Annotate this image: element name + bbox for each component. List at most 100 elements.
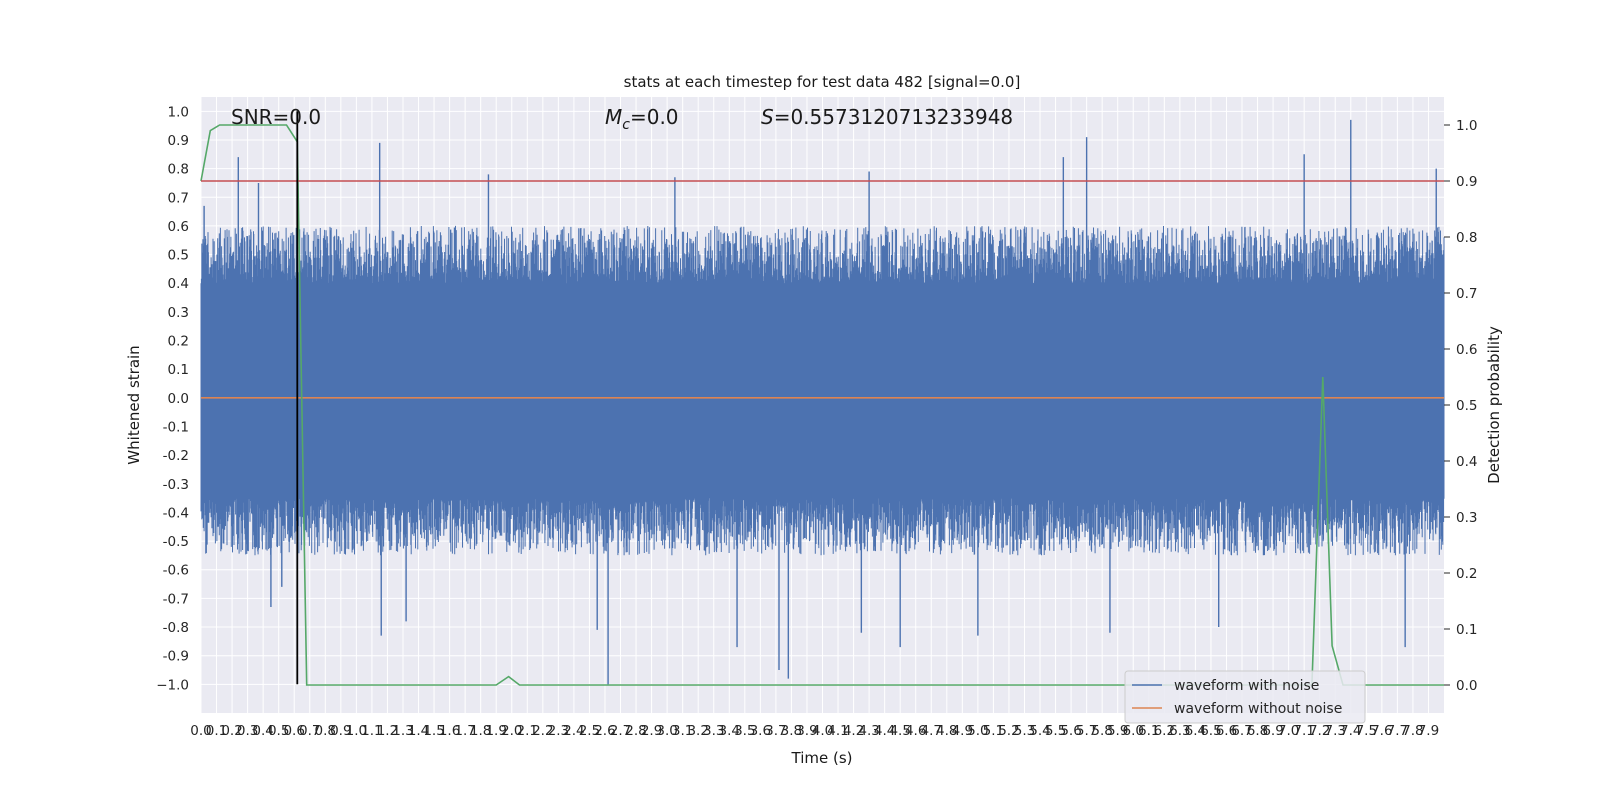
x-tick-label: 1.0 (346, 723, 367, 739)
x-tick-label: 5.1 (983, 723, 1004, 739)
x-tick-label: 5.4 (1029, 723, 1050, 739)
x-tick-labels: 0.00.10.20.30.40.50.60.70.80.91.01.11.21… (190, 723, 1439, 739)
x-tick-label: 7.2 (1309, 723, 1330, 739)
y-tick-label: -0.1 (163, 419, 189, 435)
x-tick-label: 6.2 (1154, 723, 1175, 739)
x-tick-label: 0.3 (237, 723, 258, 739)
y-tick-label: -0.6 (163, 563, 189, 579)
s-annotation: S=0.5573120713233948 (761, 105, 1013, 129)
x-tick-label: 4.2 (843, 723, 864, 739)
mc-subscript: c (622, 117, 630, 133)
y-tick-label: 0.5 (168, 248, 189, 264)
x-tick-label: 6.7 (1231, 723, 1252, 739)
y2-tick-label: 0.1 (1456, 622, 1477, 638)
x-tick-label: 4.1 (827, 723, 848, 739)
y2-tick-label: 0.9 (1456, 174, 1477, 190)
y-axis-label: Whitened strain (125, 345, 143, 464)
y-tick-label: -0.9 (163, 649, 189, 665)
x-tick-label: 5.6 (1060, 723, 1081, 739)
waveform-with-noise-body (200, 225, 1445, 556)
y-tick-label: -0.2 (163, 448, 189, 464)
x-tick-label: 3.0 (656, 723, 677, 739)
series-layer (200, 111, 1444, 686)
x-tick-label: 3.9 (796, 723, 817, 739)
x-tick-label: 5.2 (998, 723, 1019, 739)
y-tick-label: 0.9 (168, 133, 189, 149)
y-tick-label: −1.0 (156, 677, 189, 693)
chart-title: stats at each timestep for test data 482… (624, 73, 1021, 91)
y2-tick-labels: 1.0 0.9 0.8 0.7 0.6 0.5 0.4 0.3 0.2 0.1 0.0 (1444, 118, 1477, 694)
x-tick-label: 4.3 (858, 723, 879, 739)
x-tick-label: 5.7 (1076, 723, 1097, 739)
mc-symbol: M (605, 105, 622, 129)
x-tick-label: 4.4 (874, 723, 895, 739)
x-tick-label: 1.7 (454, 723, 475, 739)
mc-value: =0.0 (630, 105, 679, 129)
x-tick-label: 0.5 (268, 723, 289, 739)
y2-tick-label: 0.7 (1456, 286, 1477, 302)
y-tick-label: -0.5 (163, 534, 189, 550)
y2-tick-label: 1.0 (1456, 118, 1477, 134)
x-tick-label: 2.5 (579, 723, 600, 739)
x-tick-label: 6.4 (1185, 723, 1206, 739)
x-tick-label: 7.8 (1402, 723, 1423, 739)
x-tick-label: 1.8 (470, 723, 491, 739)
x-tick-label: 0.8 (315, 723, 336, 739)
snr-annotation: SNR=0.0 (231, 105, 321, 129)
x-tick-label: 1.9 (485, 723, 506, 739)
x-tick-label: 7.5 (1356, 723, 1377, 739)
mc-annotation: Mc=0.0 (605, 105, 679, 133)
y2-tick-label: 0.5 (1456, 398, 1477, 414)
x-tick-label: 7.7 (1387, 723, 1408, 739)
y-tick-label: 0.7 (168, 190, 189, 206)
x-tick-label: 7.0 (1278, 723, 1299, 739)
x-tick-label: 0.1 (206, 723, 227, 739)
x-tick-label: 4.0 (812, 723, 833, 739)
x-tick-label: 6.0 (1123, 723, 1144, 739)
y-tick-label: 0.3 (168, 305, 189, 321)
s-symbol: S (761, 105, 774, 129)
x-tick-label: 6.1 (1138, 723, 1159, 739)
x-tick-label: 0.7 (299, 723, 320, 739)
detection-probability-line (200, 124, 1444, 686)
legend-entry-noise: waveform with noise (1174, 678, 1319, 694)
y2-axis-label: Detection probability (1485, 326, 1503, 484)
y-tick-label: 0.4 (168, 276, 189, 292)
x-tick-label: 7.6 (1371, 723, 1392, 739)
x-tick-label: 7.9 (1418, 723, 1439, 739)
x-tick-label: 2.9 (641, 723, 662, 739)
x-tick-label: 4.5 (889, 723, 910, 739)
x-tick-label: 5.3 (1014, 723, 1035, 739)
y-tick-label: 0.6 (168, 219, 189, 235)
x-tick-label: 5.0 (967, 723, 988, 739)
x-tick-label: 3.3 (703, 723, 724, 739)
x-tick-label: 1.5 (423, 723, 444, 739)
x-tick-label: 7.4 (1340, 723, 1361, 739)
x-tick-label: 2.2 (532, 723, 553, 739)
x-tick-label: 3.1 (672, 723, 693, 739)
x-tick-label: 2.7 (610, 723, 631, 739)
x-tick-label: 0.4 (252, 723, 273, 739)
x-tick-label: 1.2 (377, 723, 398, 739)
s-value: =0.5573120713233948 (774, 105, 1013, 129)
y2-tick-label: 0.2 (1456, 566, 1477, 582)
x-tick-label: 2.6 (594, 723, 615, 739)
noise-waveform-layer (200, 119, 1445, 685)
y-tick-label: 0.8 (168, 162, 189, 178)
x-tick-label: 0.6 (283, 723, 304, 739)
x-tick-label: 3.6 (750, 723, 771, 739)
legend-entry-clean: waveform without noise (1174, 701, 1342, 717)
legend-box (1124, 670, 1366, 724)
x-tick-label: 0.0 (190, 723, 211, 739)
x-tick-label: 7.3 (1324, 723, 1345, 739)
x-tick-label: 5.5 (1045, 723, 1066, 739)
y-tick-label: 0.2 (168, 334, 189, 350)
x-tick-label: 3.8 (781, 723, 802, 739)
x-tick-label: 1.4 (408, 723, 429, 739)
x-tick-label: 6.3 (1169, 723, 1190, 739)
y-tick-label: -0.3 (163, 477, 189, 493)
y-tick-label: 0.0 (168, 391, 189, 407)
legend: waveform with noise waveform without noi… (1124, 670, 1366, 724)
x-tick-label: 6.5 (1200, 723, 1221, 739)
